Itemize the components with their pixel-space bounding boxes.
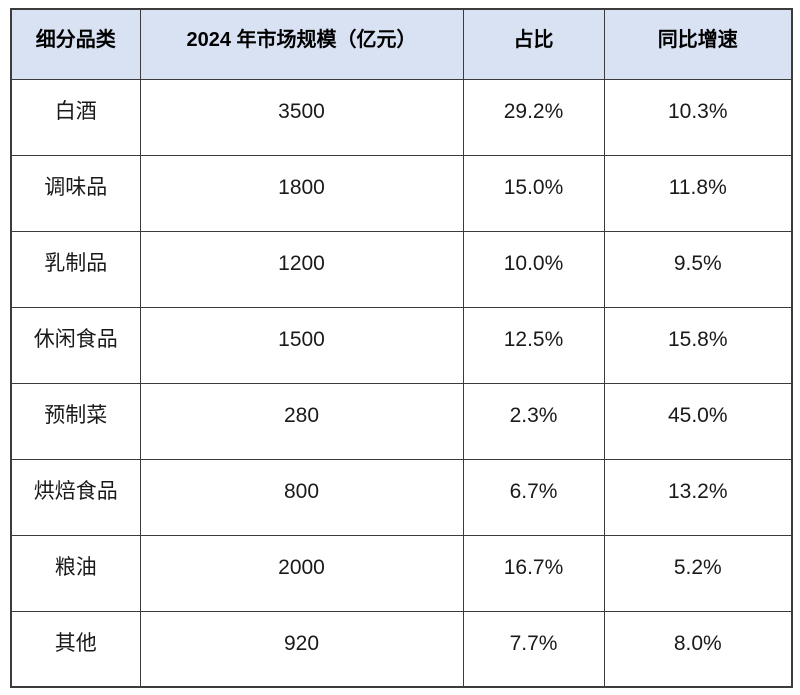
column-header-yoy-growth: 同比增速 (603, 8, 793, 80)
cell-yoy-growth: 8.0% (603, 610, 793, 688)
table-row: 休闲食品 1500 12.5% 15.8% (10, 306, 793, 384)
table-row: 粮油 2000 16.7% 5.2% (10, 534, 793, 612)
cell-yoy-growth: 15.8% (603, 306, 793, 384)
cell-market-size: 280 (139, 382, 464, 460)
table-row: 白酒 3500 29.2% 10.3% (10, 78, 793, 156)
cell-category: 调味品 (10, 154, 141, 232)
cell-yoy-growth: 13.2% (603, 458, 793, 536)
cell-yoy-growth: 9.5% (603, 230, 793, 308)
cell-market-size: 2000 (139, 534, 464, 612)
column-header-category: 细分品类 (10, 8, 141, 80)
cell-share: 12.5% (462, 306, 605, 384)
table-row: 调味品 1800 15.0% 11.8% (10, 154, 793, 232)
column-header-market-size: 2024 年市场规模（亿元） (139, 8, 464, 80)
cell-category: 烘焙食品 (10, 458, 141, 536)
cell-share: 7.7% (462, 610, 605, 688)
table-row: 预制菜 280 2.3% 45.0% (10, 382, 793, 460)
cell-category: 粮油 (10, 534, 141, 612)
table-row: 乳制品 1200 10.0% 9.5% (10, 230, 793, 308)
cell-category: 乳制品 (10, 230, 141, 308)
cell-market-size: 1800 (139, 154, 464, 232)
cell-category: 白酒 (10, 78, 141, 156)
cell-share: 2.3% (462, 382, 605, 460)
cell-share: 6.7% (462, 458, 605, 536)
cell-share: 29.2% (462, 78, 605, 156)
cell-market-size: 920 (139, 610, 464, 688)
cell-yoy-growth: 45.0% (603, 382, 793, 460)
table-row: 烘焙食品 800 6.7% 13.2% (10, 458, 793, 536)
cell-yoy-growth: 10.3% (603, 78, 793, 156)
cell-yoy-growth: 5.2% (603, 534, 793, 612)
cell-market-size: 1500 (139, 306, 464, 384)
column-header-share: 占比 (462, 8, 605, 80)
cell-market-size: 1200 (139, 230, 464, 308)
cell-category: 休闲食品 (10, 306, 141, 384)
cell-category: 预制菜 (10, 382, 141, 460)
cell-market-size: 3500 (139, 78, 464, 156)
table-header-row: 细分品类 2024 年市场规模（亿元） 占比 同比增速 (10, 8, 793, 80)
cell-category: 其他 (10, 610, 141, 688)
cell-share: 16.7% (462, 534, 605, 612)
cell-market-size: 800 (139, 458, 464, 536)
table-row: 其他 920 7.7% 8.0% (10, 610, 793, 688)
market-size-table: 细分品类 2024 年市场规模（亿元） 占比 同比增速 白酒 3500 29.2… (10, 8, 793, 688)
cell-share: 15.0% (462, 154, 605, 232)
table-body: 白酒 3500 29.2% 10.3% 调味品 1800 15.0% 11.8%… (10, 78, 793, 688)
cell-yoy-growth: 11.8% (603, 154, 793, 232)
cell-share: 10.0% (462, 230, 605, 308)
